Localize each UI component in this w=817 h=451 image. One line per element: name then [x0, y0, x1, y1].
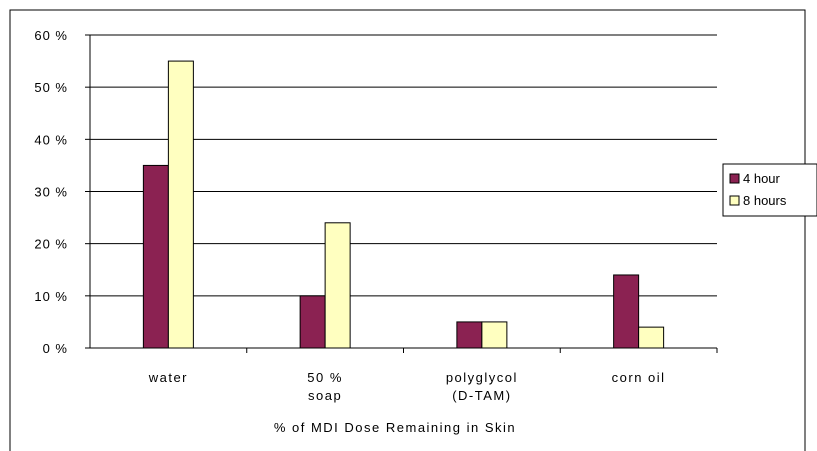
y-tick-label: 20 %: [34, 237, 68, 252]
x-category-label: (D-TAM): [452, 388, 511, 403]
y-tick-label: 50 %: [34, 80, 68, 95]
y-tick-label: 30 %: [34, 185, 68, 200]
legend-label-8-hours: 8 hours: [743, 193, 787, 208]
bar-8-hours: [324, 222, 351, 349]
x-category-labels: water 50 % soap polyglycol (D-TAM) corn oil: [148, 370, 666, 403]
chart-border: [9, 9, 806, 451]
gridlines: [90, 34, 717, 297]
bar-4-hour: [613, 274, 640, 349]
bar-4-hour: [456, 321, 483, 349]
x-axis-title: % of MDI Dose Remaining in Skin: [274, 420, 516, 435]
bar-4-hour: [299, 295, 326, 349]
x-category-label: 50 %: [307, 370, 343, 385]
legend-box: [722, 163, 817, 217]
legend-swatch-4-hour: [729, 173, 740, 184]
bar-8-hours: [638, 326, 665, 349]
axes: [85, 34, 718, 353]
x-category-label: soap: [308, 388, 342, 403]
legend: 4 hour 8 hours: [722, 163, 817, 217]
x-category-label: polyglycol: [446, 370, 518, 385]
bar-8-hours: [167, 60, 194, 349]
y-tick-label: 0 %: [43, 341, 68, 356]
y-tick-label: 60 %: [34, 28, 68, 43]
legend-swatch-8-hours: [729, 195, 740, 206]
x-category-label: water: [148, 370, 188, 385]
bar-8-hours: [481, 321, 508, 349]
y-tick-label: 10 %: [34, 289, 68, 304]
x-category-label: corn oil: [612, 370, 666, 385]
y-tick-label: 40 %: [34, 132, 68, 147]
legend-label-4-hour: 4 hour: [743, 171, 781, 186]
bars: [142, 60, 665, 349]
y-tick-labels: 0 % 10 % 20 % 30 % 40 % 50 % 60 %: [34, 28, 68, 356]
bar-4-hour: [142, 164, 169, 349]
